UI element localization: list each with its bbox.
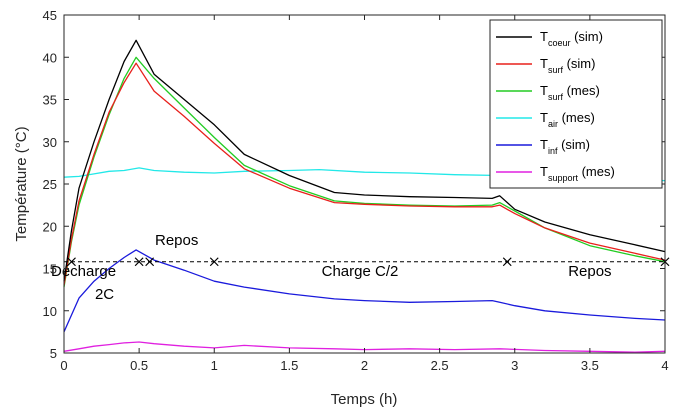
legend-entry: Tsurf (mes) [540, 83, 600, 102]
series-line-2 [63, 56, 666, 288]
y-tick-label: 20 [43, 219, 57, 234]
y-tick-label: 10 [43, 304, 57, 319]
x-axis-label: Temps (h) [331, 391, 398, 408]
phase-annotation: Charge C/2 [322, 263, 399, 280]
y-tick-label: 40 [43, 50, 57, 65]
x-tick-label: 2.5 [431, 358, 449, 373]
series-line-1 [63, 62, 666, 286]
series-line-0 [63, 39, 666, 282]
x-tick-label: 0.5 [130, 358, 148, 373]
y-tick-label: 45 [43, 8, 57, 23]
phase-marker [67, 257, 76, 267]
x-tick-label: 4 [661, 358, 668, 373]
phase-annotation: Décharge [51, 263, 116, 280]
series-line-4 [63, 249, 666, 333]
x-tick-label: 0 [60, 358, 67, 373]
phase-marker [502, 257, 512, 267]
legend-entry: Tsupport (mes) [540, 164, 615, 183]
x-tick-label: 1.5 [280, 358, 298, 373]
legend-entry: Tsurf (sim) [540, 56, 595, 75]
phase-annotation: 2C [95, 286, 114, 303]
legend-entry: Tcoeur (sim) [540, 29, 603, 48]
x-tick-label: 1 [211, 358, 218, 373]
y-tick-label: 15 [43, 262, 57, 277]
y-tick-label: 5 [50, 346, 57, 361]
phase-marker [209, 257, 219, 267]
legend: Tcoeur (sim) Tsurf (sim) Tsurf (mes) Tair (… [489, 19, 663, 189]
legend-box [489, 19, 663, 189]
phase-marker [145, 257, 155, 267]
series-line-5 [63, 341, 666, 353]
y-tick-label: 30 [43, 135, 57, 150]
legend-entry: Tair (mes) [540, 110, 595, 129]
y-tick-label: 35 [43, 93, 57, 108]
x-tick-label: 2 [361, 358, 368, 373]
y-tick-label: 25 [43, 177, 57, 192]
phase-marker [134, 257, 144, 267]
phase-annotation: Repos [155, 232, 198, 249]
x-tick-label: 3 [511, 358, 518, 373]
legend-entry: Tinf (sim) [540, 137, 590, 156]
x-tick-label: 3.5 [581, 358, 599, 373]
phase-annotation: Repos [568, 263, 611, 280]
y-axis-label: Température (°C) [13, 126, 30, 241]
